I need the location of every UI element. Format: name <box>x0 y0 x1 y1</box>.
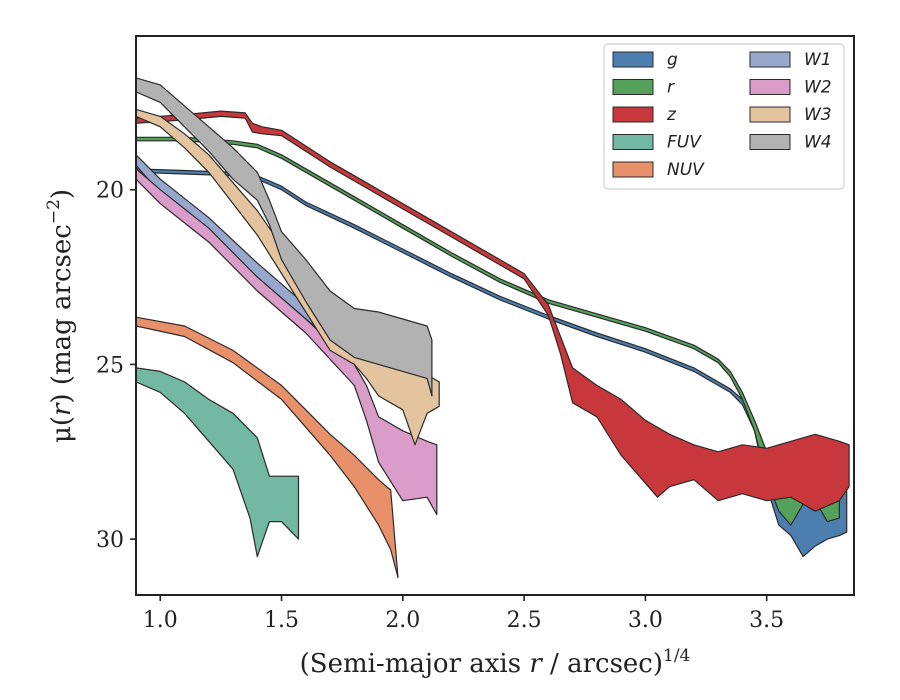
y-tick-label: 25 <box>96 353 124 378</box>
legend-label-W1: W1 <box>804 50 832 70</box>
y-axis-label-part-1: μ( <box>47 416 77 443</box>
x-axis-label-part-1: (Semi-major axis <box>300 649 530 679</box>
x-tick-label: 1.0 <box>143 608 178 633</box>
y-axis-label-part-3: ) <box>47 189 77 199</box>
y-tick-label: 30 <box>96 528 124 553</box>
band-W4 <box>136 77 433 397</box>
legend-label-W2: W2 <box>804 78 832 98</box>
x-axis-label-variable: r <box>529 649 543 679</box>
y-axis-label: μ(r) (mag arcsec−2) <box>44 189 77 443</box>
legend-label-W3: W3 <box>804 105 832 125</box>
x-axis-label-part-2: / arcsec) <box>542 649 663 679</box>
legend-label-z: z <box>666 105 677 125</box>
y-axis-label-part-2: ) (mag arcsec <box>47 224 77 403</box>
y-axis-label-exponent: −2 <box>44 199 64 224</box>
x-axis-label-exponent: 1/4 <box>663 646 690 666</box>
legend-label-g: g <box>667 50 678 70</box>
y-axis-ticks: 20 25 30 <box>96 179 136 553</box>
legend-label-FUV: FUV <box>667 133 702 153</box>
x-tick-label: 3.5 <box>749 608 784 633</box>
x-tick-label: 2.0 <box>385 608 420 633</box>
legend-swatch-NUV <box>612 161 654 178</box>
x-tick-label: 1.5 <box>264 608 299 633</box>
y-axis-label-variable: r <box>47 402 77 416</box>
legend: grz FUV NUV W1 W2 W3 W4 <box>603 43 845 190</box>
legend-swatch-W2 <box>749 79 791 95</box>
x-tick-label: 3.0 <box>628 608 663 633</box>
legend-swatch-W4 <box>749 134 791 150</box>
x-tick-label: 2.5 <box>507 608 542 633</box>
legend-label-W4: W4 <box>804 133 832 153</box>
plot-frame <box>135 35 855 596</box>
legend-swatch-r <box>612 79 654 95</box>
legend-label-NUV: NUV <box>667 160 705 180</box>
x-axis-ticks: 1.0 1.5 2.0 2.5 3.0 3.5 <box>143 595 784 633</box>
band-g <box>136 168 848 558</box>
x-axis-label: (Semi-major axis r / arcsec)1/4 <box>300 646 691 679</box>
band-NUV <box>136 316 399 579</box>
legend-swatch-FUV <box>612 134 654 150</box>
y-tick-label: 20 <box>96 179 124 204</box>
profile-bands <box>136 77 850 579</box>
band-FUV <box>136 367 300 558</box>
legend-swatch-z <box>612 106 654 123</box>
band-z <box>136 110 850 512</box>
legend-swatch-W3 <box>749 106 791 123</box>
band-W2 <box>136 168 438 516</box>
legend-label-r: r <box>667 78 675 98</box>
band-r <box>136 136 841 526</box>
legend-swatch-W1 <box>749 51 791 68</box>
legend-swatch-g <box>612 51 654 68</box>
